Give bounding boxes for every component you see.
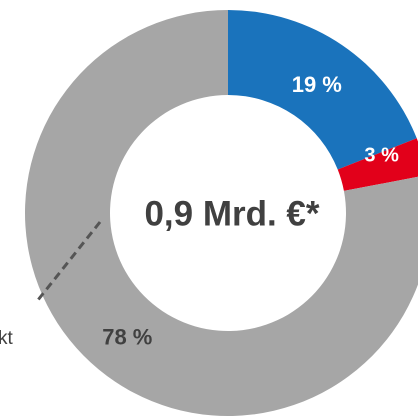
slice [337,138,418,191]
center-label: 0,9 Mrd. €* [144,194,319,233]
slices [25,10,418,416]
slice [228,10,417,170]
value-label: 3 % [364,145,399,167]
leader-line [36,221,102,301]
value-label: 78 % [102,325,152,350]
annotation: kt [0,328,14,349]
slice [25,10,418,416]
value-label: 19 % [292,72,342,97]
